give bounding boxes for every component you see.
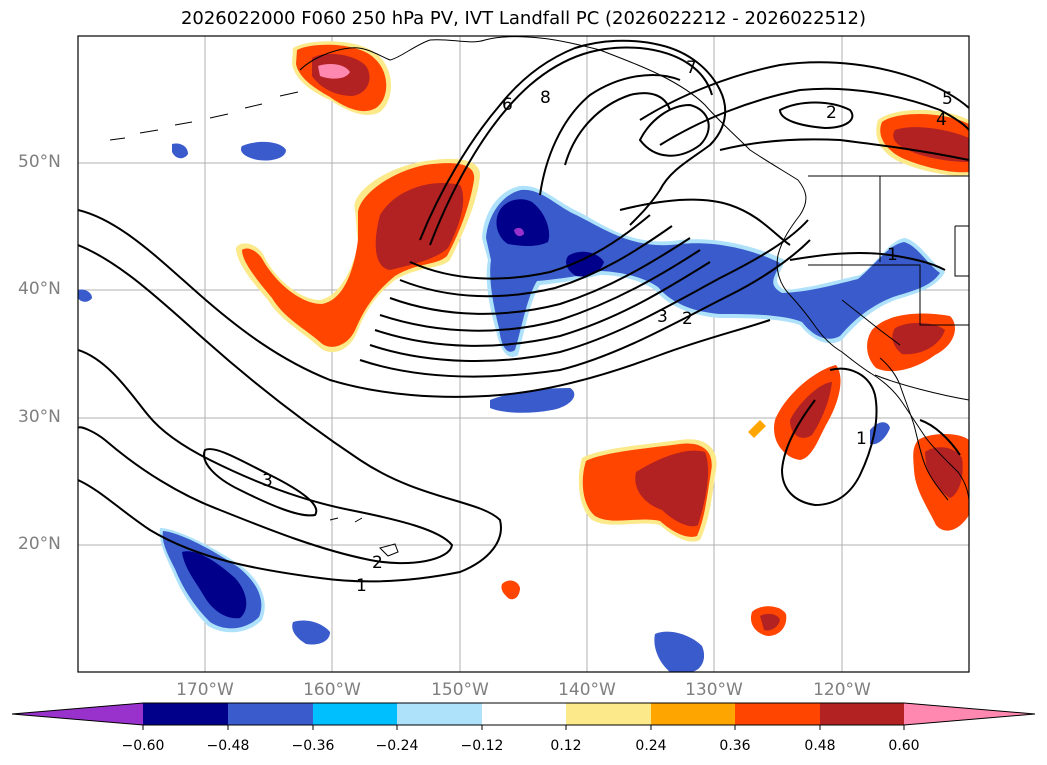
colorbar-bin (820, 703, 904, 725)
contour-label: 4 (936, 110, 947, 130)
lat-label-20n: 20°N (18, 534, 61, 554)
contour-label: 2 (826, 103, 837, 123)
lon-label-160w: 160°W (303, 680, 361, 700)
colorbar-tick-label: 0.24 (635, 738, 667, 754)
lat-label-40n: 40°N (18, 279, 61, 299)
colorbar-bin (735, 703, 820, 725)
lon-label-150w: 150°W (431, 680, 489, 700)
colorbar-tick-label: 0.36 (719, 738, 751, 754)
colorbar-bin (482, 703, 566, 725)
contour-label: 8 (540, 88, 551, 108)
contour-label: 1 (887, 245, 898, 265)
contour-label: 7 (686, 58, 697, 78)
colorbar-tick-label: −0.36 (291, 738, 335, 754)
colorbar-tick-label: −0.12 (460, 738, 504, 754)
colorbar-bin (397, 703, 482, 725)
contour-label: 5 (942, 89, 953, 109)
contour-1-ne (789, 251, 946, 271)
contour-label: 2 (372, 553, 383, 573)
colorbar-bin (143, 703, 228, 725)
map-title: 2026022000 F060 250 hPa PV, IVT Landfall… (180, 8, 867, 29)
coastlines (109, 36, 969, 557)
contour-1-se (780, 367, 878, 507)
colorbar-extend-low (12, 703, 143, 725)
colorbar-tick-label: 0.60 (888, 738, 920, 754)
contour-label: 3 (657, 307, 668, 327)
lat-label-30n: 30°N (18, 407, 61, 427)
contour-3-west (203, 448, 318, 517)
lon-label-170w: 170°W (176, 680, 234, 700)
negative-pc-areas (78, 141, 945, 672)
positive-pc-areas (236, 41, 969, 636)
contour-4-ne (659, 87, 969, 146)
colorbar-tick-label: −0.48 (206, 738, 250, 754)
colorbar-extend-high (904, 703, 1035, 725)
contour-2-ne (778, 101, 854, 130)
lon-label-140w: 140°W (558, 680, 616, 700)
contour-label: 6 (502, 95, 513, 115)
colorbar-tick-label: 0.12 (550, 738, 582, 754)
contour-1-east (78, 209, 771, 398)
lon-label-120w: 120°W (813, 680, 871, 700)
colorbar-tick-label: −0.24 (375, 738, 419, 754)
contour-2-west (78, 349, 454, 565)
colorbar-tick-label: −0.60 (121, 738, 165, 754)
lat-label-50n: 50°N (18, 152, 61, 172)
contour-label: 3 (262, 471, 273, 491)
contour-8-core (419, 39, 727, 241)
contour-1-west (78, 244, 502, 583)
contour-5-ne (639, 61, 969, 121)
map-frame (77, 35, 970, 673)
colorbar-tick-label: 0.48 (804, 738, 836, 754)
colorbar-bin (313, 703, 397, 725)
colorbar-bin (651, 703, 735, 725)
contour-label: 2 (682, 309, 693, 329)
contour-labels: 8 7 6 5 4 3 3 2 2 2 1 1 1 (262, 58, 953, 596)
contour-label: 1 (856, 429, 867, 449)
lon-label-130w: 130°W (685, 680, 743, 700)
colorbar-bin (228, 703, 313, 725)
colorbar (11, 702, 1036, 730)
ivt-contours (78, 39, 969, 583)
contour-label: 1 (356, 576, 367, 596)
colorbar-bin (566, 703, 651, 725)
